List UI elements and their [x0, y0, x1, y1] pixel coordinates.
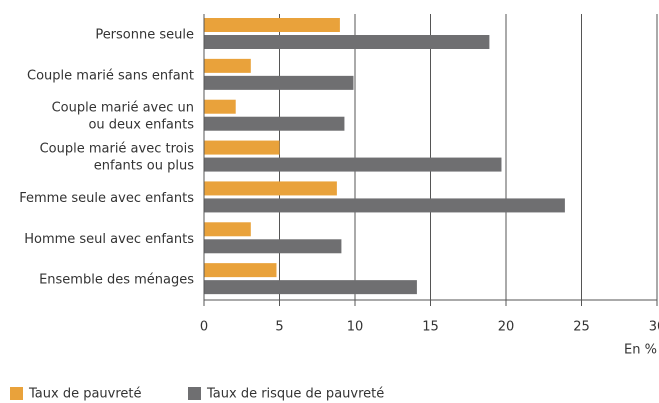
y-tick-label: Homme seul avec enfants	[24, 232, 194, 247]
bar	[204, 222, 251, 237]
bar	[204, 99, 236, 114]
bar	[204, 35, 490, 49]
bar	[204, 263, 277, 278]
y-tick-label: Femme seule avec enfants	[19, 191, 194, 206]
x-tick-label: 0	[200, 320, 208, 335]
legend-label: Taux de risque de pauvreté	[206, 387, 384, 402]
x-tick-label: 10	[347, 320, 364, 335]
x-tick-label: 20	[498, 320, 515, 335]
x-tick-label: 30	[649, 320, 659, 335]
bar	[204, 198, 565, 213]
bar	[204, 18, 340, 32]
bar	[204, 239, 342, 254]
x-axis-label: En %	[624, 343, 657, 358]
bar	[204, 58, 251, 73]
legend-swatch	[10, 387, 23, 400]
bar	[204, 181, 337, 196]
legend-swatch	[188, 387, 201, 400]
x-tick-label: 5	[275, 320, 283, 335]
y-tick-label: Couple marié avec un	[52, 101, 194, 116]
x-tick-label: 15	[422, 320, 439, 335]
x-tick-label: 25	[573, 320, 590, 335]
bar	[204, 140, 280, 155]
legend-label: Taux de pauvreté	[28, 387, 142, 402]
y-tick-label: Ensemble des ménages	[39, 273, 194, 288]
bar	[204, 280, 417, 295]
bar	[204, 75, 354, 90]
bar	[204, 157, 502, 172]
bar	[204, 116, 345, 131]
y-tick-label: Couple marié avec trois	[40, 142, 195, 157]
y-tick-label: ou deux enfants	[88, 118, 194, 133]
y-tick-label: Personne seule	[95, 28, 194, 43]
y-tick-label: Couple marié sans enfant	[27, 68, 194, 83]
y-tick-label: enfants ou plus	[94, 159, 194, 174]
